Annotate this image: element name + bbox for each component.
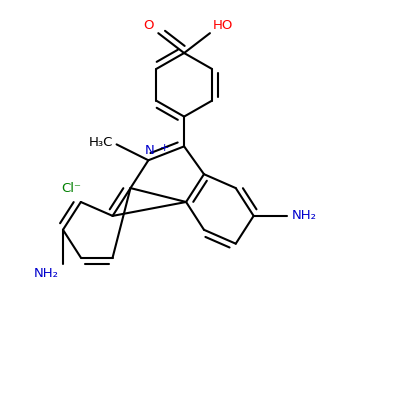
Text: HO: HO [213, 19, 234, 32]
Text: H₃C: H₃C [89, 136, 114, 149]
Text: O: O [143, 19, 154, 32]
Text: NH₂: NH₂ [291, 209, 316, 222]
Text: Cl⁻: Cl⁻ [61, 182, 81, 194]
Text: N: N [144, 144, 154, 157]
Text: NH₂: NH₂ [34, 267, 59, 280]
Text: +: + [160, 143, 169, 153]
